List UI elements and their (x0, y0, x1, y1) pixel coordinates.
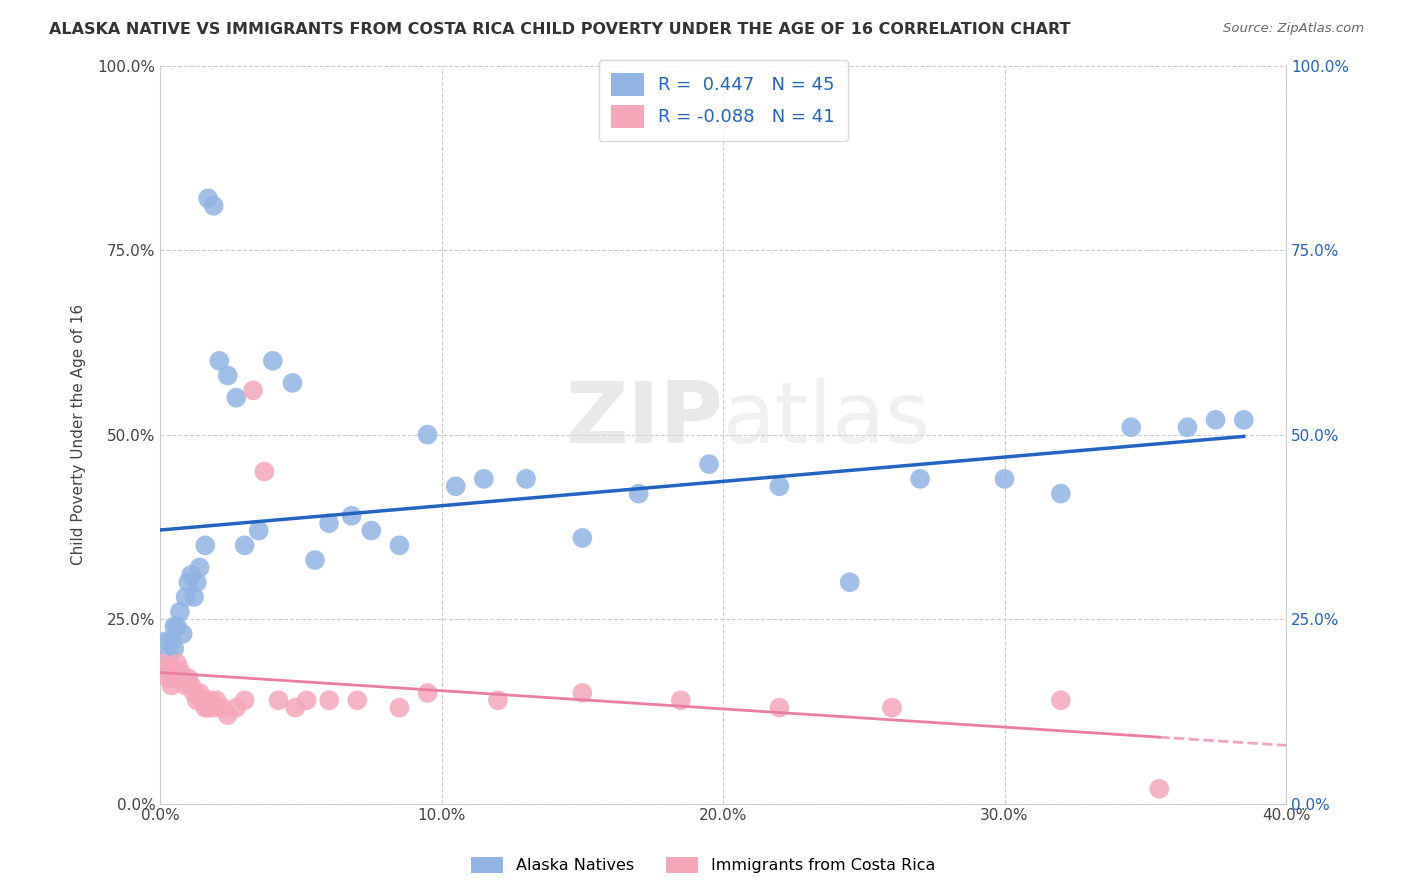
Point (908, 472, 931, 486)
Point (1121, 420, 1143, 434)
Point (180, 679, 202, 693)
Point (225, 700, 247, 714)
Legend: Alaska Natives, Immigrants from Costa Rica: Alaska Natives, Immigrants from Costa Ri… (464, 850, 942, 880)
Point (486, 693, 509, 707)
Point (304, 553, 326, 567)
Point (1205, 413, 1227, 427)
Text: ALASKA NATIVE VS IMMIGRANTS FROM COSTA RICA CHILD POVERTY UNDER THE AGE OF 16 CO: ALASKA NATIVE VS IMMIGRANTS FROM COSTA R… (49, 22, 1071, 37)
Point (768, 479, 790, 493)
Text: atlas: atlas (723, 378, 931, 461)
Point (163, 671, 186, 685)
Point (1049, 693, 1071, 707)
Point (172, 627, 194, 641)
Point (163, 619, 186, 633)
Point (295, 693, 318, 707)
Point (284, 700, 307, 714)
Point (191, 693, 214, 707)
Point (360, 524, 382, 538)
Point (155, 634, 177, 648)
Legend: R =  0.447   N = 45, R = -0.088   N = 41: R = 0.447 N = 45, R = -0.088 N = 41 (599, 60, 848, 141)
Point (169, 605, 191, 619)
Point (225, 391, 247, 405)
Point (202, 700, 225, 714)
Point (416, 686, 439, 700)
Point (172, 671, 194, 685)
Point (183, 686, 205, 700)
Point (1233, 413, 1256, 427)
Point (768, 700, 790, 714)
Point (183, 590, 205, 604)
Point (388, 700, 411, 714)
Y-axis label: Child Poverty Under the Age of 16: Child Poverty Under the Age of 16 (72, 304, 86, 566)
Point (880, 700, 903, 714)
Point (233, 538, 256, 552)
Point (163, 664, 186, 678)
Point (444, 479, 467, 493)
Point (571, 686, 593, 700)
Point (515, 472, 537, 486)
Point (838, 575, 860, 590)
Point (669, 693, 692, 707)
Point (1149, 781, 1171, 796)
Point (160, 634, 183, 648)
Point (194, 538, 217, 552)
Point (155, 664, 177, 678)
Point (194, 700, 217, 714)
Point (174, 679, 197, 693)
Point (233, 693, 256, 707)
Text: ZIP: ZIP (565, 378, 723, 461)
Point (211, 700, 233, 714)
Point (346, 693, 368, 707)
Point (197, 700, 219, 714)
Point (197, 191, 219, 205)
Point (281, 376, 304, 390)
Point (157, 648, 180, 663)
Point (157, 671, 180, 685)
Point (416, 427, 439, 442)
Point (188, 560, 211, 574)
Point (152, 657, 174, 671)
Point (180, 567, 202, 582)
Text: Source: ZipAtlas.com: Source: ZipAtlas.com (1223, 22, 1364, 36)
Point (205, 693, 228, 707)
Point (697, 457, 720, 471)
Point (1049, 486, 1071, 500)
Point (318, 516, 340, 531)
Point (1177, 420, 1199, 434)
Point (186, 575, 208, 590)
Point (267, 693, 290, 707)
Point (200, 693, 222, 707)
Point (571, 531, 593, 545)
Point (177, 671, 200, 685)
Point (208, 353, 231, 368)
Point (253, 465, 276, 479)
Point (318, 693, 340, 707)
Point (202, 199, 225, 213)
Point (160, 679, 183, 693)
Point (174, 590, 197, 604)
Point (177, 575, 200, 590)
Point (217, 368, 239, 383)
Point (472, 472, 495, 486)
Point (163, 641, 186, 656)
Point (388, 538, 411, 552)
Point (186, 693, 208, 707)
Point (166, 619, 188, 633)
Point (627, 486, 650, 500)
Point (993, 472, 1015, 486)
Point (340, 508, 363, 523)
Point (217, 708, 239, 723)
Point (242, 384, 264, 398)
Point (188, 686, 211, 700)
Point (169, 664, 191, 678)
Point (262, 353, 284, 368)
Point (166, 657, 188, 671)
Point (247, 524, 270, 538)
